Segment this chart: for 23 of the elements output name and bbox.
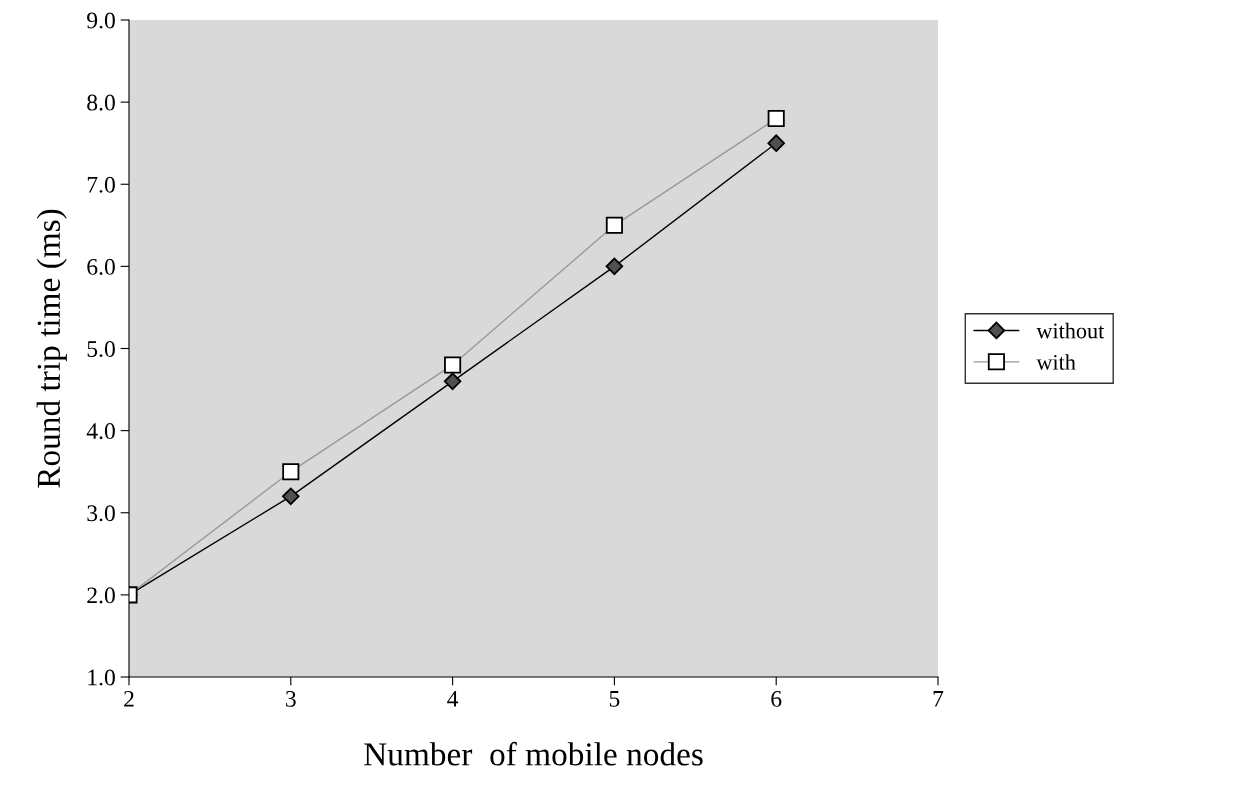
y-tick-label: 8.0 [87,94,115,111]
y-tick-label: 7.0 [87,176,115,193]
x-axis-title: Number of mobile nodes [364,741,703,766]
y-tick-label: 5.0 [87,340,115,358]
point [605,257,624,276]
point [282,487,300,506]
point [443,372,462,391]
y-tick-label: 9.0 [87,12,115,29]
x-tick-label: 4 [447,691,459,707]
legend-label: without [1036,322,1105,339]
y-tick-label: 2.0 [87,587,115,604]
x-tick-label: 7 [933,691,944,707]
y-tick-label: 3.0 [87,505,115,522]
x-tick-label: 2 [124,690,134,707]
point [767,134,785,152]
x-tick-label: 6 [771,690,782,707]
x-tick-label: 3 [286,690,296,707]
legend-label: with [1036,354,1076,370]
y-tick-label: 1.0 [88,669,115,686]
y-axis-title: Round trip time (ms) [36,209,67,488]
x-tick-label: 5 [609,691,620,707]
y-tick-label: 4.0 [86,423,115,440]
y-tick-label: 6.0 [87,258,115,275]
